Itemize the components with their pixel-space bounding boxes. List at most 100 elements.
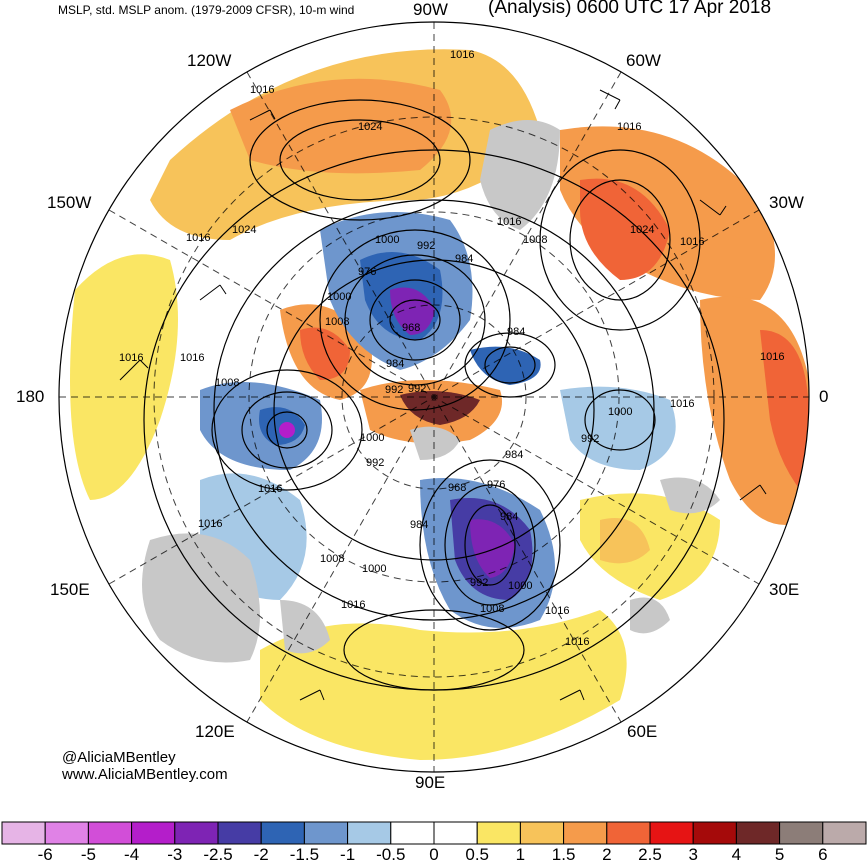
isobar-label: 968	[402, 322, 420, 334]
isobar-label: 976	[487, 479, 505, 491]
colorbar-tick-label: -5	[80, 845, 96, 864]
colorbar-tick-label: -2	[253, 845, 269, 864]
colorbar-tick-label: 0.5	[465, 845, 490, 864]
isobar-contour	[464, 504, 516, 586]
isobar-label: 1008	[325, 316, 349, 328]
isobar-label: 1016	[258, 483, 282, 495]
isobar-contour	[369, 279, 461, 361]
isobar-label: 992	[470, 577, 488, 589]
isobar-label: 1016	[186, 232, 210, 244]
colorbar-box	[1, 821, 46, 845]
colorbar-box	[347, 821, 392, 845]
isobar-label: 1000	[327, 291, 351, 303]
colorbar-tick-label: 1	[515, 845, 526, 864]
graticule	[59, 22, 809, 772]
isobar-contour	[444, 484, 536, 606]
isobar-label: 1016	[565, 636, 589, 648]
isobar-contour	[419, 459, 561, 631]
figure-title: MSLP, std. MSLP anom. (1979-2009 CFSR), …	[58, 3, 355, 17]
lon-label-30e: 30E	[769, 580, 800, 599]
isobar-label: 976	[358, 266, 376, 278]
isobar-label: 1016	[760, 351, 784, 363]
isobar-contour	[266, 411, 308, 449]
credit-handle: @AliciaMBentley	[62, 749, 176, 766]
lon-label-150w: 150W	[47, 193, 92, 212]
isobar-label: 1008	[480, 603, 504, 615]
colorbar-tick-label: -0.5	[376, 845, 406, 864]
land-masses	[142, 120, 720, 663]
lon-label-0: 0	[819, 387, 829, 406]
colorbar-tick-label: 2	[602, 845, 612, 864]
colorbar-tick-label: -1	[340, 845, 356, 864]
colorbar-tick-label: 3	[688, 845, 698, 864]
isobar-contour	[249, 99, 471, 221]
wind-barbs	[119, 89, 767, 701]
isobar-contours	[143, 99, 725, 691]
colorbar-box	[44, 821, 89, 845]
isobar-contour	[584, 389, 656, 451]
isobar-contour	[211, 369, 363, 491]
isobar-contour	[213, 199, 655, 621]
isobar-contour	[319, 229, 511, 411]
isobar-label: 1008	[523, 234, 547, 246]
map-disc	[59, 22, 809, 772]
isobar-contour	[389, 299, 441, 341]
colorbar	[1, 821, 867, 845]
isobar-label: 992	[417, 240, 435, 252]
lon-label-30w: 30W	[769, 193, 804, 212]
colorbar-box	[260, 821, 305, 845]
lon-label-60w: 60W	[626, 51, 661, 70]
lon-label-60e: 60E	[627, 722, 658, 741]
isobar-contour	[279, 119, 441, 201]
isobar-label: 1016	[341, 599, 365, 611]
isobar-contour	[539, 149, 701, 331]
colorbar-tick-label: -3	[167, 845, 183, 864]
colorbar-box	[433, 821, 478, 845]
isobar-label: 984	[410, 519, 428, 531]
colorbar-tick-label: -2.5	[203, 845, 233, 864]
colorbar-box	[822, 821, 867, 845]
colorbar-box	[131, 821, 176, 845]
isobar-contour	[569, 179, 671, 301]
colorbar-box	[476, 821, 521, 845]
isobar-label: 1008	[320, 553, 344, 565]
colorbar-box	[563, 821, 608, 845]
isobar-labels: 1016 1016 1016 1024 1024 1016 1000 992 984 976 101…	[119, 49, 784, 648]
colorbar-box	[217, 821, 262, 845]
isobar-label: 1016	[450, 49, 474, 61]
isobar-label: 1000	[508, 580, 532, 592]
isobar-label: 1016	[497, 216, 521, 228]
isobar-label: 968	[448, 482, 466, 494]
isobar-label: 1016	[617, 121, 641, 133]
isobar-label: 1000	[360, 432, 384, 444]
isobar-label: 992	[581, 433, 599, 445]
isobar-label: 992	[408, 383, 426, 395]
isobar-label: 1000	[608, 406, 632, 418]
isobar-label: 992	[366, 457, 384, 469]
map-boundary	[58, 21, 810, 773]
isobar-label: 984	[507, 326, 525, 338]
colorbar-tick-label: 0	[429, 845, 439, 864]
isobar-label: 1000	[375, 234, 399, 246]
isobar-label: 992	[385, 384, 403, 396]
isobar-label: 1016	[680, 236, 704, 248]
isobar-label: 1016	[180, 352, 204, 364]
isobar-label: 1024	[358, 121, 382, 133]
lon-label-90e: 90E	[415, 773, 446, 792]
colorbar-box	[606, 821, 651, 845]
colorbar-tick-label: -6	[37, 845, 53, 864]
isobar-label: 984	[455, 253, 473, 265]
isobar-label: 1016	[545, 605, 569, 617]
colorbar-box	[735, 821, 781, 845]
credit-website: www.AliciaMBentley.com	[62, 766, 228, 783]
colorbar-box	[779, 821, 824, 845]
colorbar-tick-label: 2.5	[638, 845, 662, 864]
colorbar-box	[692, 821, 737, 845]
valid-time: (Analysis) 0600 UTC 17 Apr 2018	[488, 0, 772, 18]
isobar-label: 984	[505, 449, 523, 461]
isobar-label: 1016	[198, 518, 222, 530]
colorbar-box	[87, 821, 133, 845]
colorbar-box	[390, 821, 435, 845]
isobar-contour	[273, 259, 595, 561]
